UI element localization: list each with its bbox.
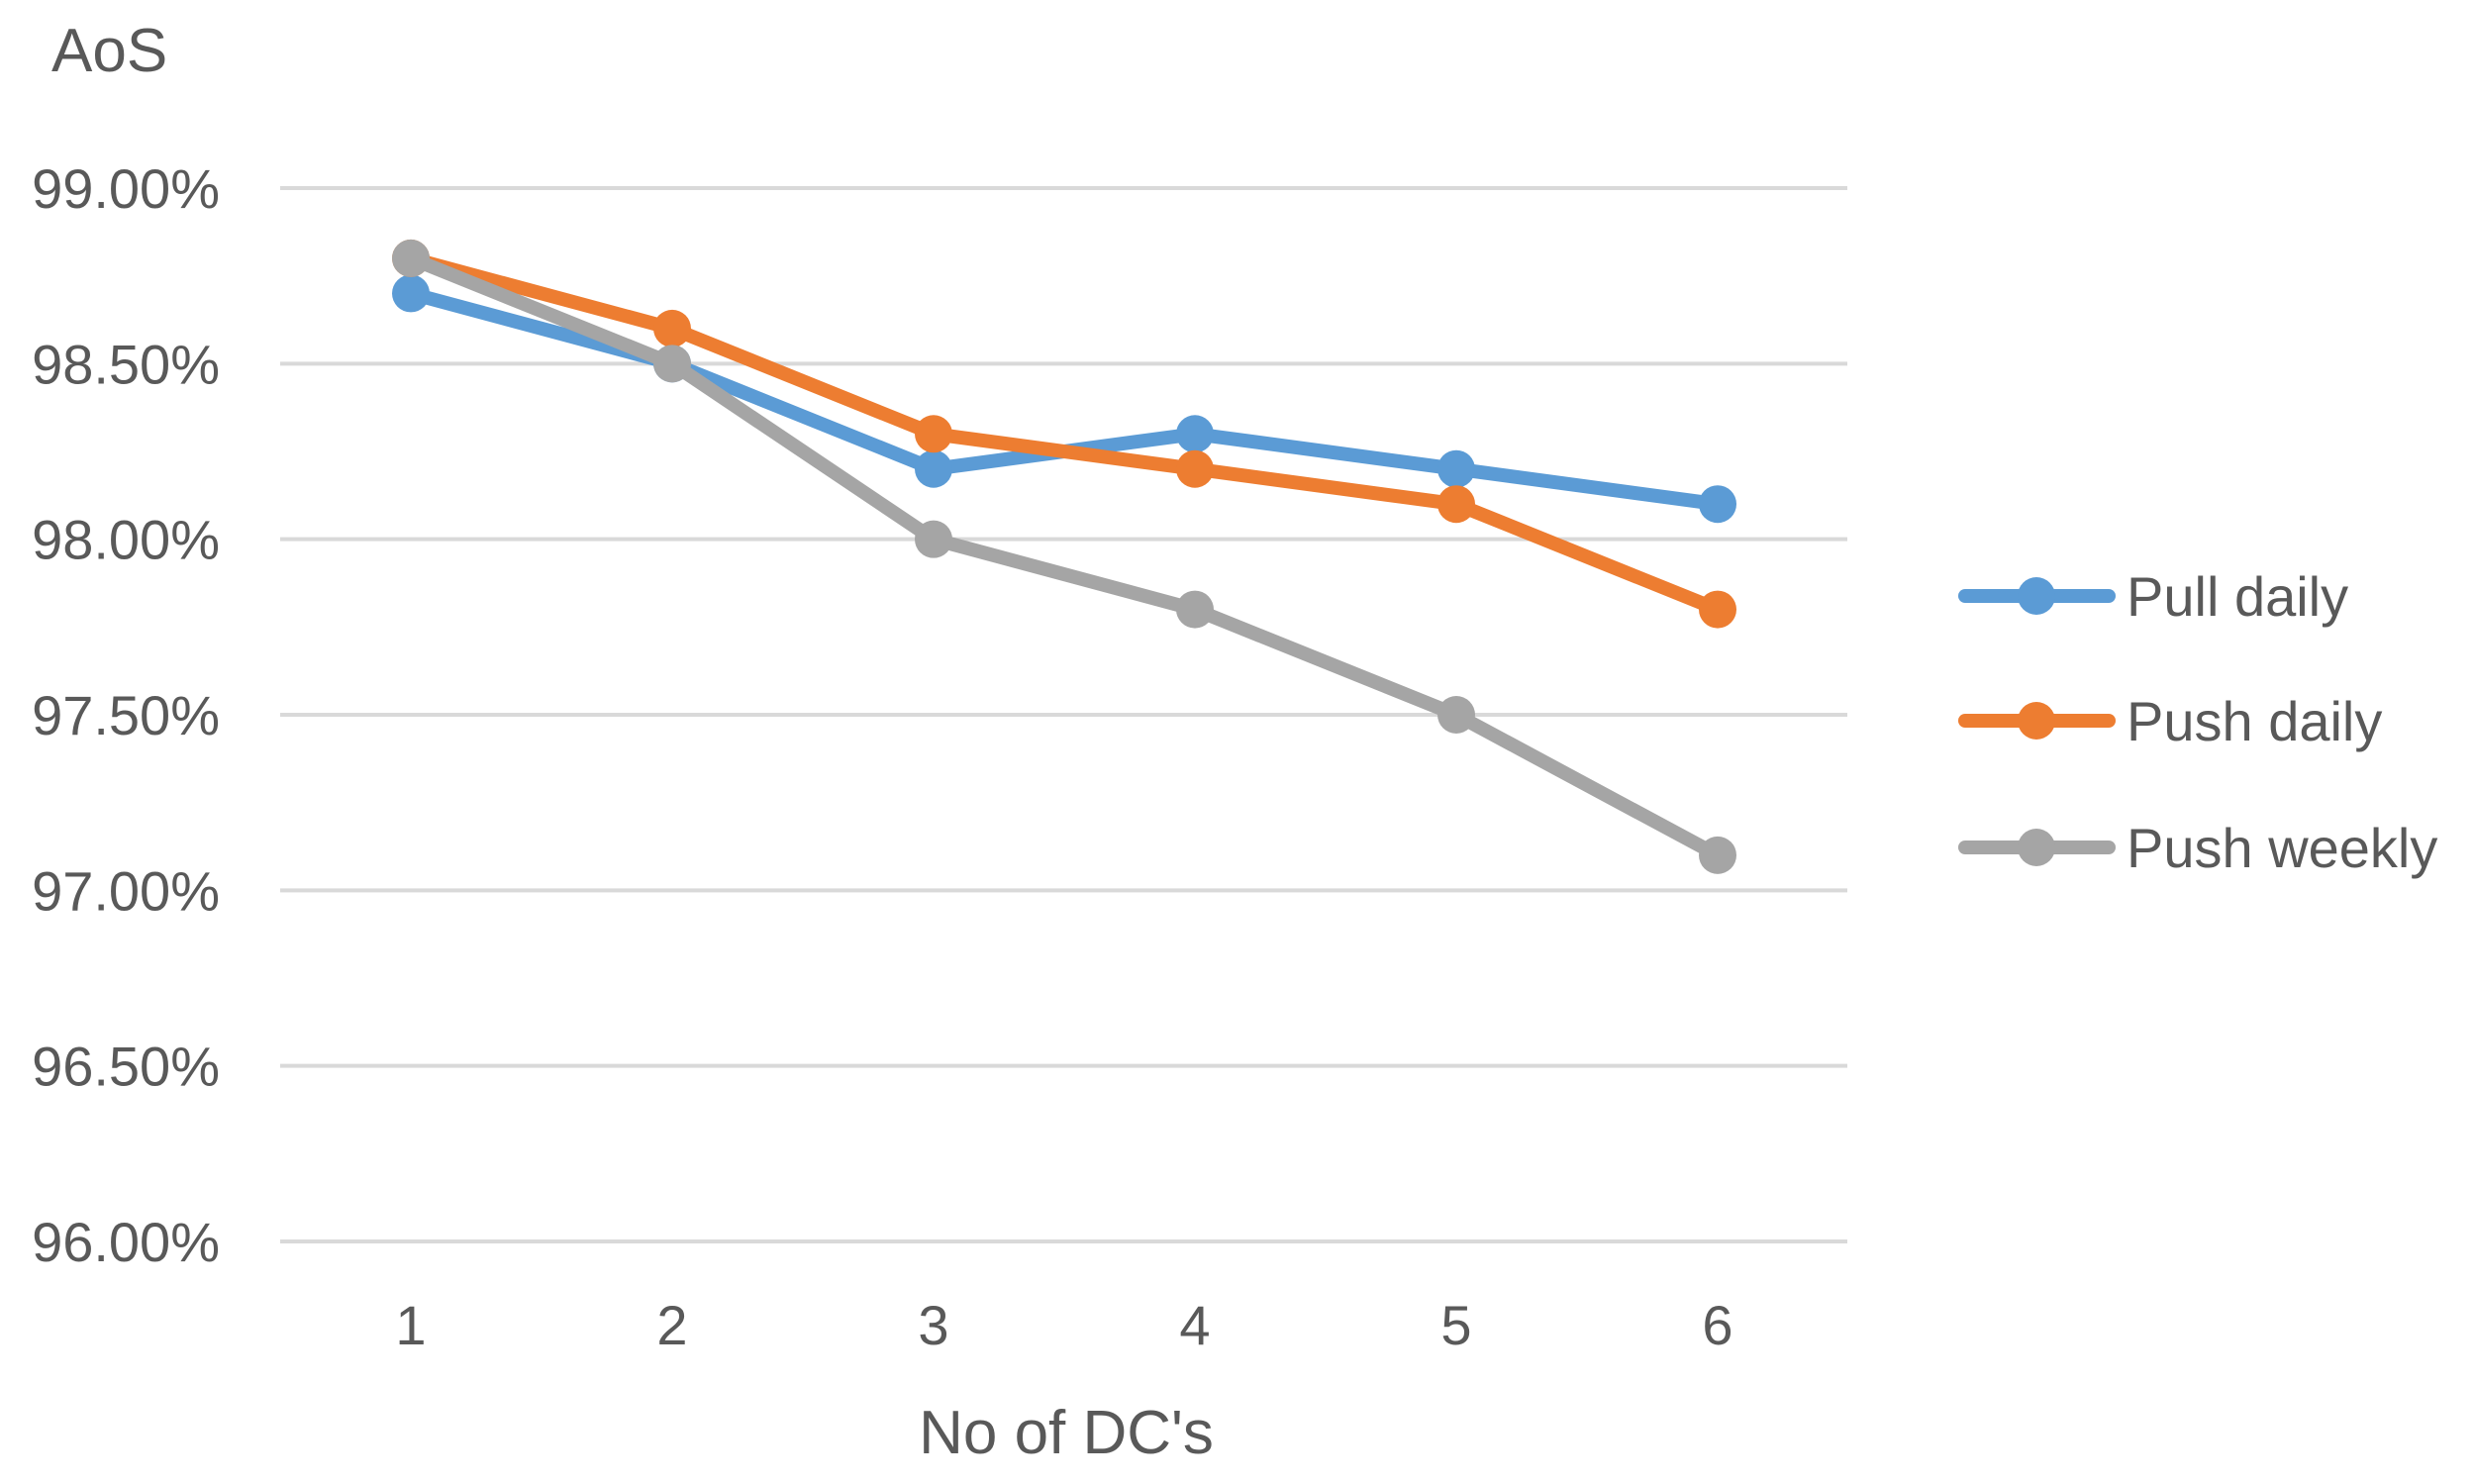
legend-label: Push daily <box>2127 690 2382 752</box>
data-point-push-daily <box>653 309 691 347</box>
legend: Pull daily Push daily Push weekly <box>1958 565 2437 879</box>
y-axis-ticks: 96.00% 96.50% 97.00% 97.50% 98.00% 98.50% 99.0… <box>32 157 220 1273</box>
legend-label: Push weekly <box>2127 817 2437 879</box>
x-tick-label: 1 <box>395 1294 426 1356</box>
data-point-push-weekly <box>653 345 691 383</box>
y-tick-label: 98.00% <box>32 509 220 571</box>
legend-item-push-daily: Push daily <box>1958 690 2382 752</box>
legend-item-push-weekly: Push weekly <box>1958 817 2437 879</box>
y-tick-label: 97.00% <box>32 859 220 922</box>
data-point-push-weekly <box>392 239 430 277</box>
y-tick-label: 96.50% <box>32 1036 220 1098</box>
data-point-pull-daily <box>1699 485 1736 524</box>
x-tick-label: 6 <box>1702 1294 1732 1356</box>
data-point-push-daily <box>1176 449 1214 488</box>
legend-swatch-marker <box>2018 702 2055 740</box>
legend-swatch-marker <box>2018 829 2055 866</box>
y-tick-label: 98.50% <box>32 333 220 395</box>
legend-item-pull-daily: Pull daily <box>1958 565 2348 628</box>
data-point-push-daily <box>915 415 952 453</box>
x-axis-ticks: 1 2 3 4 5 6 <box>395 1294 1732 1356</box>
data-point-push-weekly <box>1176 590 1214 629</box>
x-tick-label: 2 <box>656 1294 687 1356</box>
data-point-push-weekly <box>1437 696 1475 734</box>
data-point-pull-daily <box>1437 449 1475 488</box>
legend-label: Pull daily <box>2127 565 2348 628</box>
data-point-push-daily <box>1699 590 1736 629</box>
data-point-push-weekly <box>1699 836 1736 874</box>
data-point-push-daily <box>1437 485 1475 524</box>
data-point-pull-daily <box>915 449 952 488</box>
series-line-pull-daily <box>404 286 1725 512</box>
y-tick-label: 97.50% <box>32 684 220 746</box>
legend-swatch-marker <box>2018 577 2055 615</box>
series-line-push-weekly <box>404 250 1725 862</box>
data-point-pull-daily <box>1176 415 1214 453</box>
series-push-weekly <box>392 239 1736 874</box>
series-lines <box>392 239 1736 874</box>
x-tick-label: 3 <box>918 1294 948 1356</box>
data-point-pull-daily <box>392 274 430 313</box>
series-line-push-daily <box>404 250 1725 617</box>
data-point-push-weekly <box>915 520 952 558</box>
x-tick-label: 4 <box>1179 1294 1210 1356</box>
gridlines <box>280 186 1847 1243</box>
y-axis-title: AoS <box>51 17 167 85</box>
y-tick-label: 96.00% <box>32 1211 220 1273</box>
y-tick-label: 99.00% <box>32 157 220 220</box>
x-axis-title: No of DC's <box>919 1399 1214 1467</box>
x-tick-label: 5 <box>1440 1294 1471 1356</box>
